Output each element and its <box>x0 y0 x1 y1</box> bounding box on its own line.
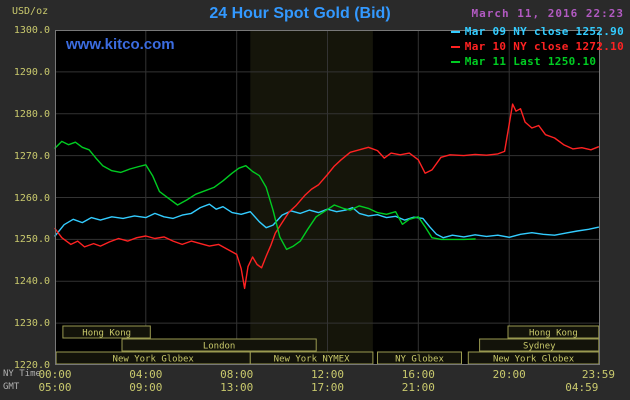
ny-time-tick: 00:00 <box>38 368 72 381</box>
kitco-watermark-link[interactable]: www.kitco.com <box>66 36 175 53</box>
y-tick-label: 1300.0 <box>13 25 50 36</box>
y-tick-label: 1290.0 <box>13 66 50 78</box>
series-line-mar-09 <box>54 203 600 239</box>
legend-label: Mar 11 Last 1250.10 <box>464 55 597 68</box>
legend-label: Mar 09 NY close 1252.90 <box>464 25 624 38</box>
session-box <box>121 338 317 352</box>
legend-item-mar-11: Mar 11 Last 1250.10 <box>450 54 624 69</box>
legend-marker <box>450 60 460 63</box>
ny-time-tick: 12:00 <box>310 368 345 381</box>
y-tick-label: 1240.0 <box>13 276 50 288</box>
ny-time-axis-label: NY Time <box>3 369 41 379</box>
session-label: Sydney <box>523 342 556 352</box>
legend: Mar 09 NY close 1252.90 Mar 10 NY close 1… <box>450 24 624 69</box>
gmt-tick: 04:59 <box>565 381 599 394</box>
session-box <box>479 338 600 352</box>
session-label: New York NYMEX <box>274 355 350 365</box>
legend-marker <box>450 30 460 33</box>
ny-time-tick: 16:00 <box>401 368 435 381</box>
gmt-tick: 09:00 <box>129 381 163 394</box>
ny-time-tick: 08:00 <box>220 368 254 381</box>
ny-time-tick: 23:59 <box>581 368 615 381</box>
legend-item-mar-10: Mar 10 NY close 1272.10 <box>450 39 624 54</box>
y-tick-label: 1280.0 <box>13 108 50 120</box>
legend-label: Mar 10 NY close 1272.10 <box>464 40 624 53</box>
gmt-tick: 21:00 <box>401 381 435 394</box>
chart-title: 24 Hour Spot Gold (Bid) <box>209 5 391 22</box>
plot-border <box>55 30 600 365</box>
legend-item-mar-09: Mar 09 NY close 1252.90 <box>450 24 624 39</box>
series-line-mar-11 <box>54 140 476 251</box>
y-axis-units-label: USD/oz <box>12 6 49 17</box>
ny-time-tick: 04:00 <box>129 368 163 381</box>
gmt-tick: 13:00 <box>220 381 254 394</box>
session-label: London <box>203 342 236 352</box>
y-tick-label: 1250.0 <box>13 234 50 246</box>
session-box <box>507 325 600 339</box>
y-tick-label: 1260.0 <box>13 192 50 204</box>
y-tick-label: 1220.0 <box>13 360 50 371</box>
gmt-axis-label: GMT <box>3 382 20 392</box>
y-tick-label: 1270.0 <box>13 150 50 162</box>
session-label: NY Globex <box>395 355 444 365</box>
gmt-tick: 17:00 <box>310 381 345 394</box>
session-label: New York Globex <box>493 355 575 365</box>
session-box <box>62 325 151 339</box>
ny-time-tick: 20:00 <box>492 368 526 381</box>
datetime-label: March 11, 2016 22:23 <box>471 7 624 20</box>
legend-marker <box>450 45 460 48</box>
session-label: Hong Kong <box>82 329 131 339</box>
series-line-mar-10 <box>54 103 600 290</box>
y-tick-label: 1230.0 <box>13 318 50 330</box>
gmt-tick: 05:00 <box>38 381 72 394</box>
session-label: New York Globex <box>113 355 195 365</box>
session-label: Hong Kong <box>529 329 578 339</box>
